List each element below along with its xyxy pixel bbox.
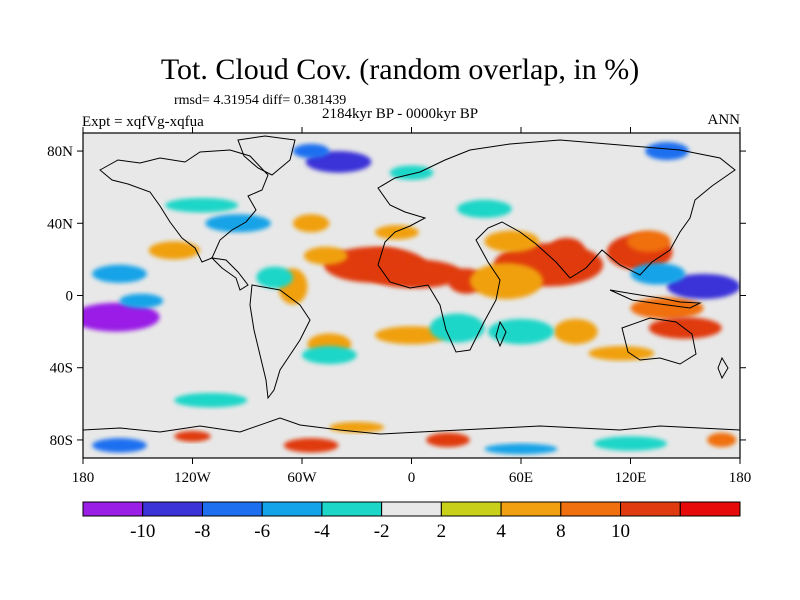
anomaly-region — [119, 293, 164, 309]
anomaly-region — [484, 230, 540, 253]
colorbar-swatch — [201, 501, 263, 517]
anomaly-region — [594, 436, 667, 451]
x-tick-label: 60E — [509, 470, 533, 486]
y-tick-label: 40N — [47, 216, 73, 232]
y-tick-label: 40S — [50, 361, 73, 377]
anomaly-region — [630, 297, 704, 319]
anomaly-region — [302, 346, 357, 365]
coastlines — [83, 135, 740, 435]
colorbar-swatch — [142, 501, 203, 517]
anomaly-region — [488, 318, 554, 345]
experiment-label: Expt = xqfVg-xqfua — [82, 114, 204, 130]
colorbar-swatch — [381, 501, 442, 517]
anomaly-region — [205, 214, 271, 233]
anomaly-region — [362, 248, 407, 271]
x-tick-label: 0 — [408, 470, 416, 486]
colorbar-swatch — [500, 501, 562, 517]
axis-ticks: 80N 40N 0 40S 80S 180 120W 60W 0 60E 120E 180 — [47, 127, 751, 486]
anomaly-region — [469, 263, 543, 300]
y-tick-label: 0 — [66, 289, 74, 305]
colorbar-label: -6 — [254, 521, 270, 542]
anomaly-region — [283, 438, 339, 453]
x-tick-label: 180 — [729, 470, 752, 486]
anomaly-region — [626, 230, 671, 253]
colorbar-label: 8 — [556, 521, 566, 542]
x-tick-label: 60W — [287, 470, 317, 486]
anomaly-region — [375, 225, 419, 240]
colorbar-label: 4 — [496, 521, 506, 542]
anomaly-region — [92, 438, 147, 453]
anomaly-region — [645, 142, 689, 161]
colorbar-swatch — [321, 501, 383, 517]
anomaly-region — [588, 346, 655, 361]
x-tick-label: 120W — [174, 470, 212, 486]
anomaly-region — [83, 302, 160, 332]
anomaly-region — [174, 393, 248, 408]
colorbar-swatch — [679, 501, 741, 517]
anomaly-region — [548, 237, 585, 263]
anomaly-region — [292, 214, 330, 233]
anomaly-region — [553, 318, 598, 345]
colorbar-swatch — [261, 501, 323, 517]
anomaly-region — [256, 266, 293, 289]
anomaly-region — [92, 264, 147, 283]
anomaly-region — [174, 430, 211, 442]
anomaly-region — [165, 198, 239, 213]
colorbar-swatch — [440, 501, 502, 517]
stats-line: rmsd= 4.31954 diff= 0.381439 — [174, 93, 347, 108]
anomaly-layer — [83, 142, 740, 455]
colorbar-swatch — [620, 501, 681, 517]
colorbar-label: -10 — [130, 521, 155, 542]
anomaly-region — [484, 443, 558, 455]
colorbar-label: 10 — [611, 521, 630, 542]
y-tick-label: 80N — [47, 144, 73, 160]
x-tick-label: 120E — [615, 470, 647, 486]
colorbar-swatch — [560, 501, 622, 517]
anomaly-region — [329, 421, 385, 433]
y-tick-label: 80S — [50, 433, 73, 449]
anomaly-region — [292, 143, 330, 159]
anomaly-region — [667, 273, 740, 300]
x-tick-label: 180 — [72, 470, 95, 486]
period-label: 2184kyr BP - 0000kyr BP — [322, 106, 479, 122]
anomaly-region — [303, 246, 348, 265]
colorbar-label: 2 — [437, 521, 447, 542]
anomaly-region — [148, 241, 200, 260]
colorbar-label: -4 — [314, 521, 330, 542]
colorbar-label: -2 — [374, 521, 390, 542]
colorbar-label: -8 — [195, 521, 211, 542]
anomaly-region — [707, 432, 737, 448]
colorbar-swatch — [82, 501, 144, 517]
anomaly-region — [630, 263, 686, 285]
anomaly-region — [375, 326, 448, 345]
anomaly-region — [457, 199, 512, 218]
season-label: ANN — [707, 112, 741, 128]
colorbar: -10 -8 -6 -4 -2 2 4 8 10 — [82, 501, 741, 542]
anomaly-region — [426, 432, 470, 448]
anomaly-region — [648, 317, 722, 339]
plot-title: Tot. Cloud Cov. (random overlap, in %) — [160, 53, 640, 86]
